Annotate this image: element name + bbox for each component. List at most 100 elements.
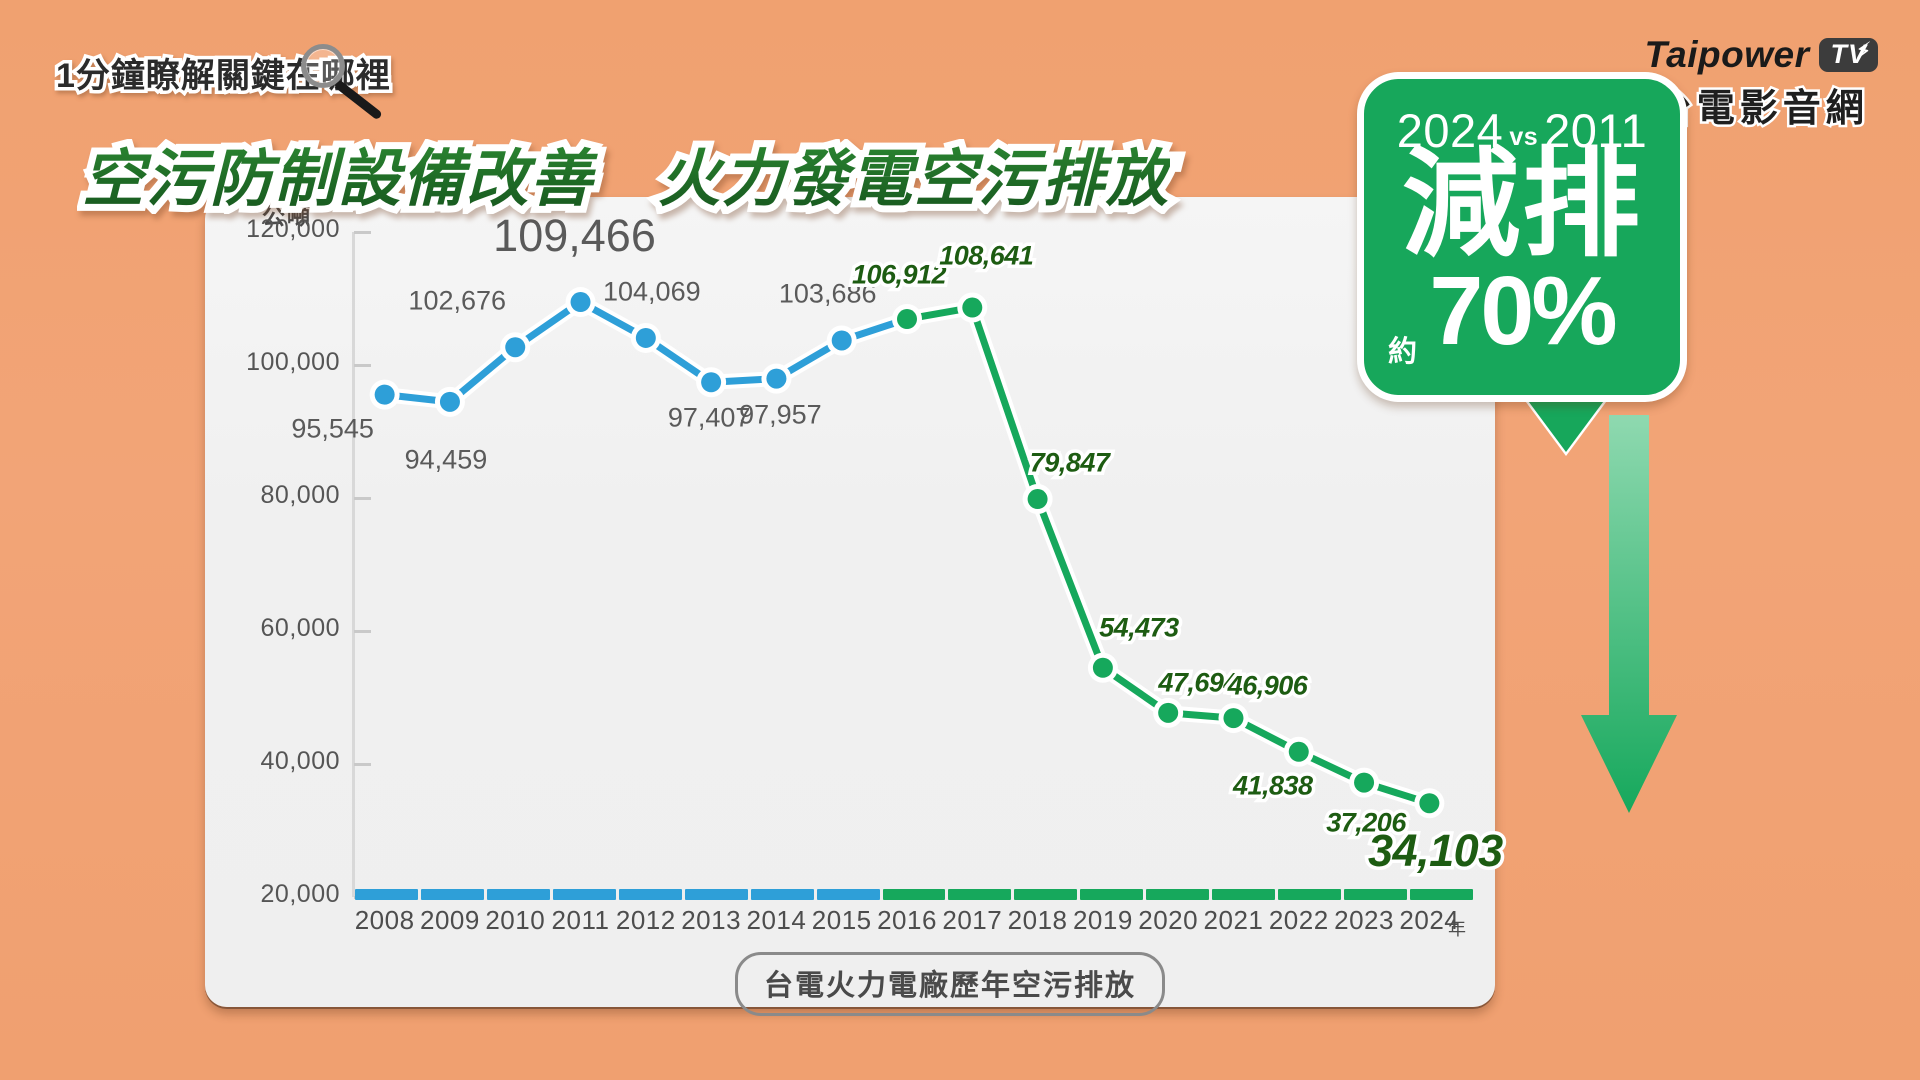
x-axis-segment: [1410, 889, 1473, 900]
y-axis-tick-label: 100,000: [246, 348, 340, 376]
data-point[interactable]: [505, 337, 526, 358]
data-point-label: 97,407: [667, 402, 751, 433]
badge-year-old: 2011: [1544, 104, 1648, 157]
x-axis-segment: [1080, 889, 1144, 900]
x-axis-tick-label: 2023: [1334, 905, 1394, 935]
data-point[interactable]: [1223, 708, 1244, 729]
x-axis-tick-label: 2015: [811, 905, 872, 935]
data-point[interactable]: [766, 368, 787, 389]
data-point-label: 54,473: [1096, 609, 1183, 646]
x-axis-segment: [1212, 889, 1276, 900]
data-point[interactable]: [701, 372, 722, 393]
x-axis-tick-label: 2011: [551, 905, 610, 935]
data-point-label: 108,641: [936, 237, 1038, 274]
y-axis-tick-mark: [354, 763, 371, 766]
data-point[interactable]: [374, 384, 395, 405]
data-point[interactable]: [1158, 702, 1179, 723]
data-point[interactable]: [962, 297, 983, 318]
page-title: 空污防制設備改善 火力發電空污排放: [82, 128, 1170, 218]
x-axis-segment: [1014, 889, 1078, 900]
data-point-label: 103,686: [778, 278, 877, 309]
data-point-label: 97,957: [739, 399, 822, 430]
chart-plot-area: [352, 232, 1462, 897]
x-axis-tick-label: 2016: [877, 905, 937, 935]
data-point-label: 95,545: [291, 413, 374, 444]
y-axis-tick-label: 20,000: [260, 880, 340, 908]
logo-chinese-name: 台電影音網: [1651, 86, 1869, 133]
data-point[interactable]: [831, 330, 852, 351]
magnifier-icon: [301, 44, 345, 88]
y-axis-tick-label: 80,000: [260, 481, 340, 509]
x-axis-tick-label: 2010: [485, 905, 546, 935]
badge-year-new: 2024: [1396, 104, 1504, 157]
x-axis-segment: [750, 889, 814, 900]
x-axis-tick-label: 2009: [420, 905, 480, 935]
x-axis-segment: [552, 889, 616, 900]
line-chart-svg: [369, 287, 1445, 819]
data-point[interactable]: [570, 292, 591, 313]
x-axis-segment: [1278, 889, 1342, 900]
reduction-badge: 2024 vs 2011 減排 約 70%: [1357, 72, 1687, 402]
y-axis-tick-label: 120,000: [246, 215, 340, 243]
y-axis-unit-label: 公噸: [262, 197, 312, 231]
x-axis-segment: [948, 889, 1012, 900]
data-point[interactable]: [1027, 489, 1048, 510]
x-axis-tick-label: 2024: [1399, 905, 1460, 935]
x-axis-segment: [684, 889, 748, 900]
data-point[interactable]: [1092, 657, 1113, 678]
badge-approx-label: 約: [1388, 336, 1418, 368]
data-point-label: 47,694: [1155, 664, 1242, 701]
x-axis-segment: [1146, 889, 1210, 900]
badge-years: 2024 vs 2011: [1364, 103, 1680, 158]
x-axis-segment: [816, 889, 880, 900]
y-axis-tick-mark: [354, 630, 371, 633]
data-point-label: 104,069: [603, 276, 701, 307]
y-axis-tick-label: 60,000: [260, 614, 340, 642]
x-axis-tick-label: 2017: [942, 905, 1003, 935]
y-axis-line: [352, 232, 355, 897]
chart-caption: 台電火力電廠歷年空污排放: [735, 952, 1166, 1016]
series-line-late: [903, 304, 1433, 807]
x-axis-segment: [882, 889, 946, 900]
x-axis-tick-label: 2014: [746, 905, 807, 935]
x-axis-segment: [355, 889, 418, 900]
logo-wordmark: Taipower: [1644, 34, 1810, 75]
x-axis-segment: [1344, 889, 1407, 900]
x-axis-tick-label: 2021: [1203, 905, 1264, 935]
x-axis-segment: [618, 889, 682, 900]
logo-tv-badge: TV ⚡: [1819, 37, 1878, 72]
page-title-outline: 空污防制設備改善 火力發電空污排放: [75, 128, 1175, 221]
x-axis-tick-label: 2019: [1072, 905, 1133, 935]
x-axis-tick-label: 2013: [681, 905, 742, 935]
data-point-label: 34,103: [1365, 822, 1507, 880]
y-axis-tick-mark: [354, 497, 371, 500]
x-axis-color-bar: [355, 889, 1473, 900]
x-axis-tick-label: 2018: [1007, 905, 1068, 935]
x-axis-segment: [486, 889, 550, 900]
data-point[interactable]: [439, 391, 460, 412]
y-axis-tick-label: 40,000: [260, 747, 340, 775]
data-point[interactable]: [1354, 772, 1375, 793]
x-axis-segment: [420, 889, 484, 900]
data-point-label: 94,459: [404, 444, 488, 475]
data-point-label: 109,466: [493, 210, 656, 262]
data-point[interactable]: [1288, 741, 1309, 762]
data-point[interactable]: [897, 309, 917, 330]
lightning-bolt-icon: ⚡: [1855, 37, 1873, 65]
data-point-label: 46,906: [1224, 667, 1311, 704]
x-axis-tick-label: 2008: [354, 905, 415, 935]
y-axis-tick-mark: [354, 364, 371, 367]
data-point[interactable]: [635, 327, 656, 348]
series-line-halo: [377, 294, 1437, 811]
data-point-label: 41,838: [1229, 767, 1316, 804]
data-point-label: 106,912: [848, 256, 950, 293]
x-axis-tick-label: 2022: [1268, 905, 1329, 935]
taipower-tv-logo: Taipower TV ⚡ 台電影音網: [1644, 34, 1878, 133]
badge-headline: 減排: [1401, 139, 1642, 271]
x-axis-tick-label: 2012: [615, 905, 676, 935]
data-point[interactable]: [1419, 793, 1440, 814]
down-arrow-icon: [1581, 415, 1677, 813]
data-point-label: 37,206: [1323, 804, 1410, 841]
data-point-label: 102,676: [408, 285, 507, 316]
data-point-label: 79,847: [1026, 444, 1113, 481]
